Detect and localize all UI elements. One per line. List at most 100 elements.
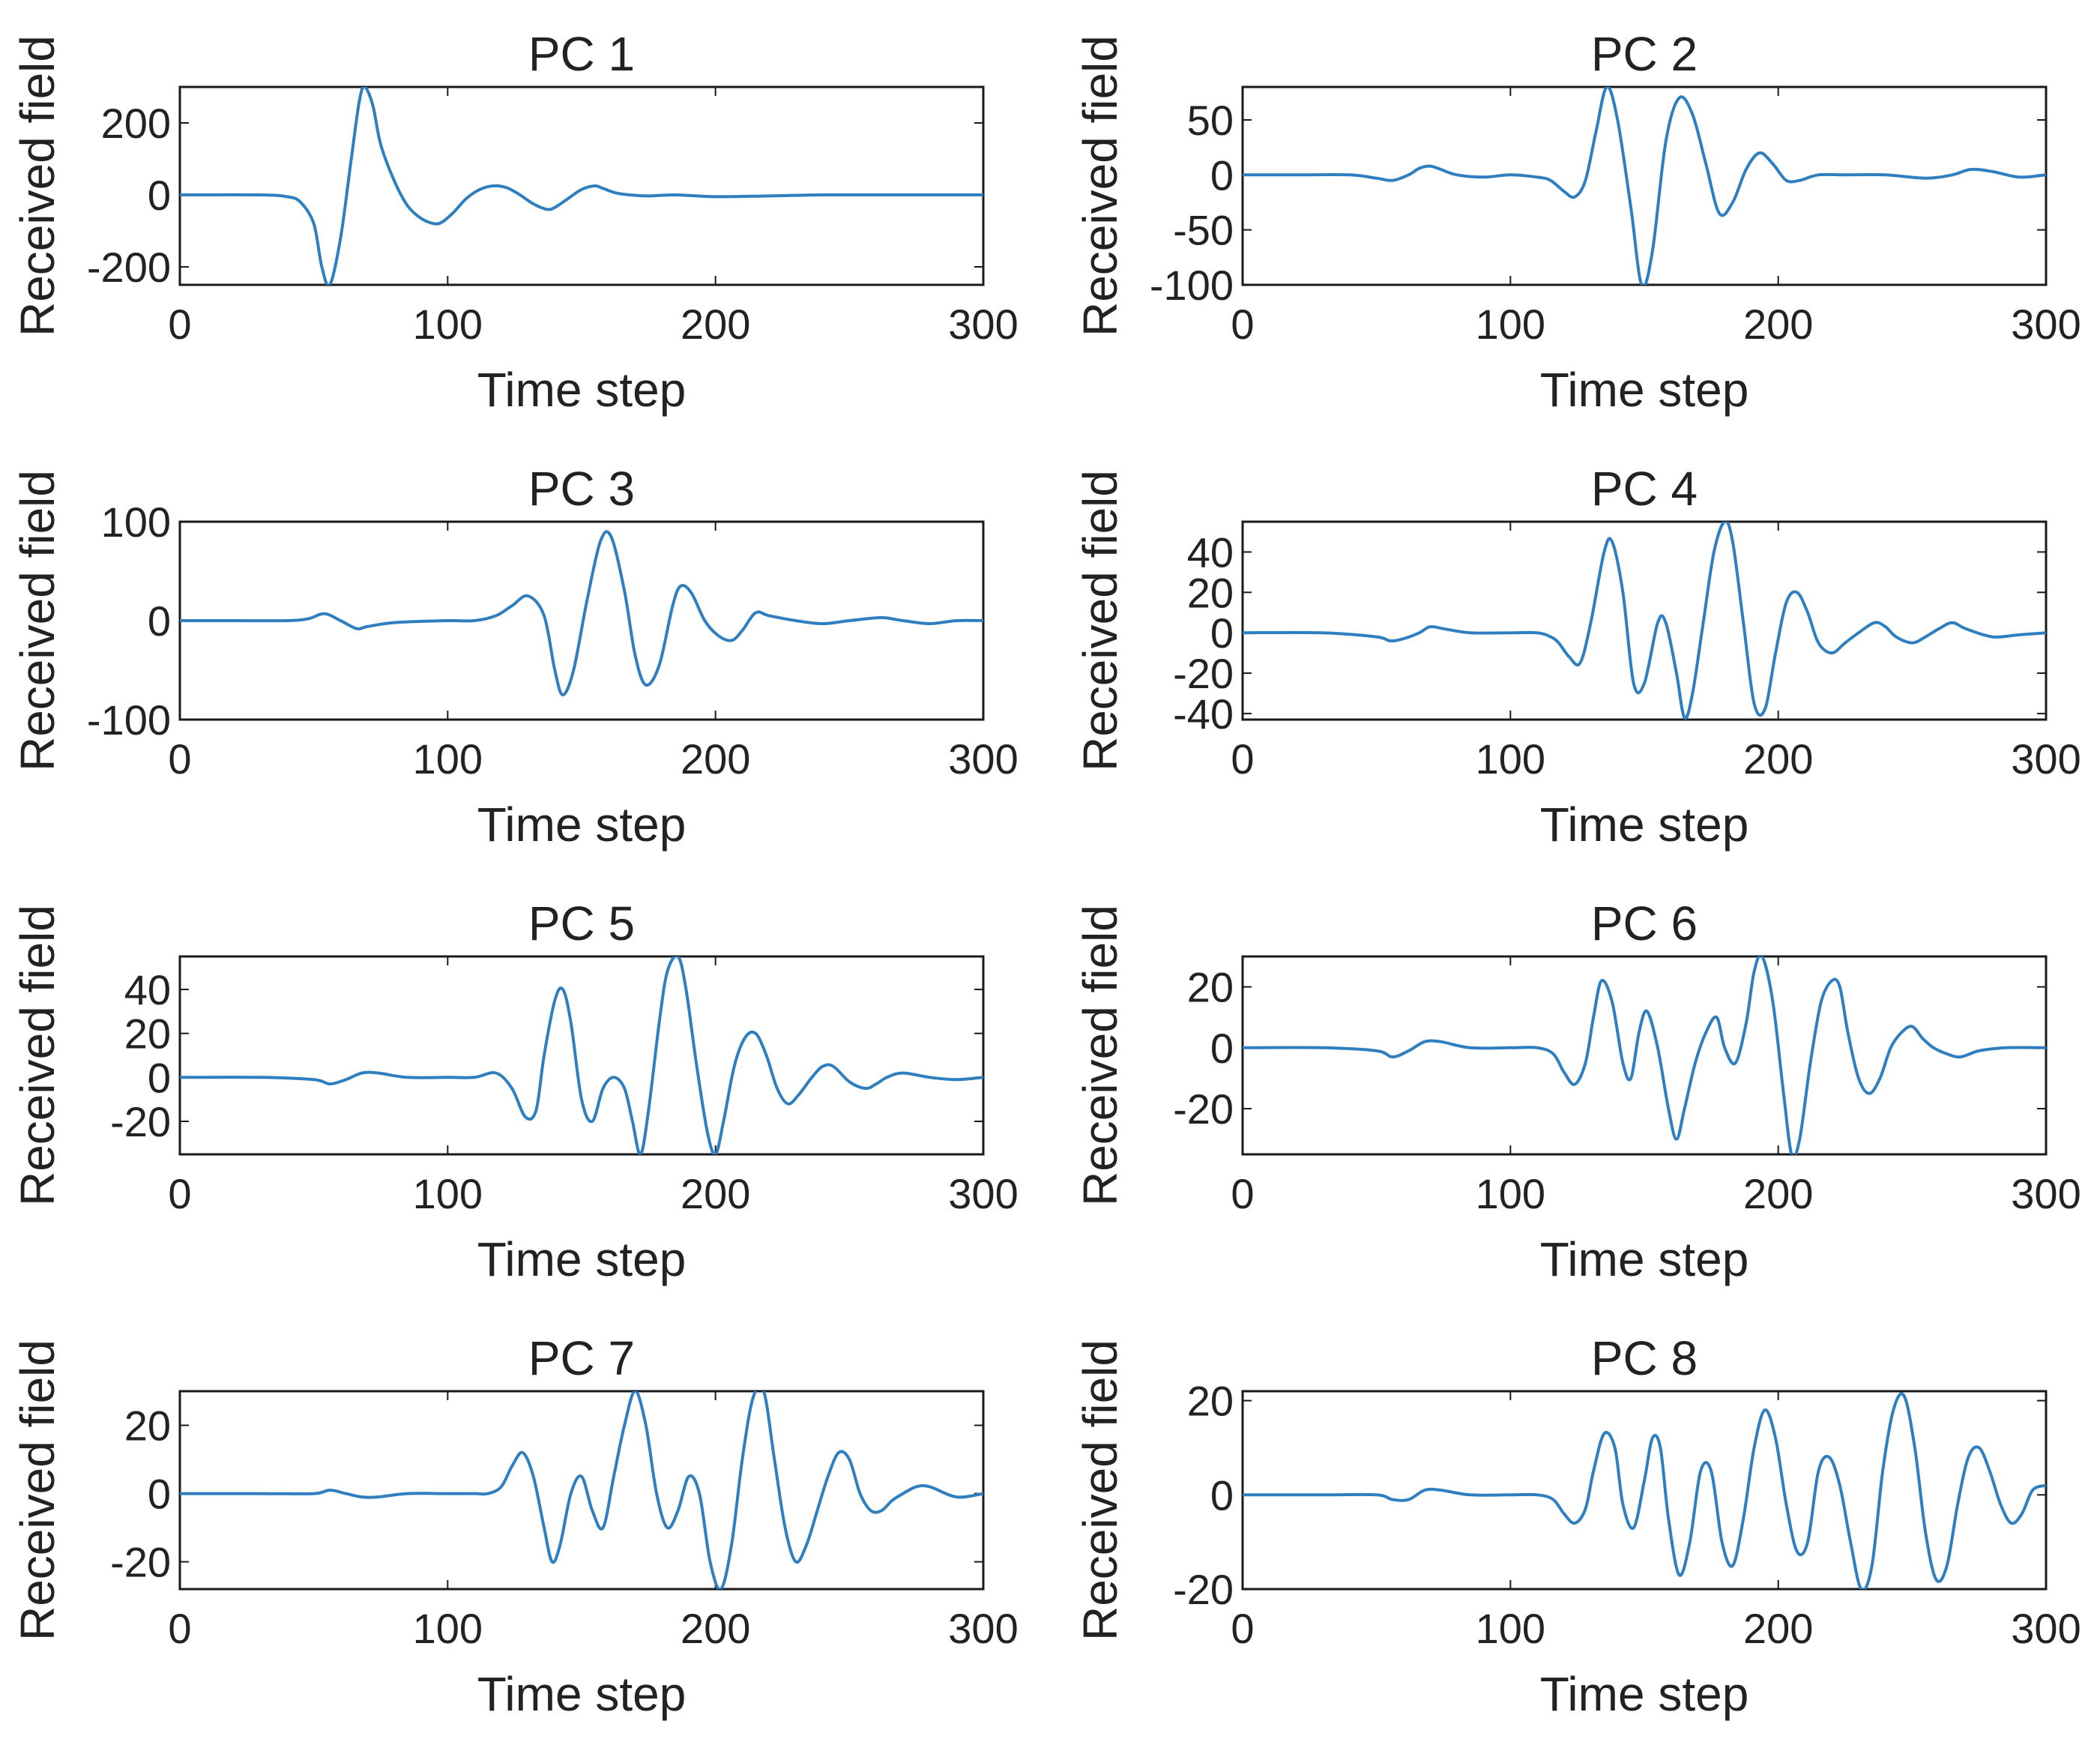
chart-5-xtick-label: 100 bbox=[413, 1170, 483, 1217]
chart-8-ytick-label: 0 bbox=[1210, 1471, 1234, 1519]
chart-7-axes-box bbox=[178, 1390, 985, 1591]
chart-5-ytick-label: -20 bbox=[110, 1098, 171, 1145]
chart-6-xtick-label: 300 bbox=[2011, 1170, 2081, 1217]
chart-8-xtick-label: 200 bbox=[1743, 1605, 1813, 1652]
chart-6-ylabel: Received field bbox=[1073, 905, 1127, 1206]
chart-8-series-line bbox=[1243, 1392, 2046, 1589]
chart-6-ytick-label: -20 bbox=[1173, 1085, 1234, 1133]
chart-5-xtick-label: 200 bbox=[681, 1170, 750, 1217]
chart-2-series-line bbox=[1243, 87, 2046, 285]
chart-3-title: PC 3 bbox=[528, 462, 635, 516]
chart-8-title: PC 8 bbox=[1591, 1331, 1698, 1385]
chart-1-axes-box bbox=[178, 85, 985, 286]
chart-1: PC 1 0 100 200 300 -200 0 200 Time step Received … bbox=[10, 27, 1019, 417]
chart-2-ytick-label: 50 bbox=[1187, 97, 1234, 144]
chart-2-title: PC 2 bbox=[1591, 27, 1698, 81]
chart-8-xtick-label: 300 bbox=[2011, 1605, 2081, 1652]
chart-7-xtick-label: 200 bbox=[681, 1605, 750, 1652]
chart-5-axes-box bbox=[178, 955, 985, 1156]
chart-1-xtick-label: 300 bbox=[948, 301, 1018, 348]
chart-3-xlabel: Time step bbox=[477, 798, 687, 852]
chart-4-axes-box bbox=[1241, 520, 2048, 721]
chart-2-xtick-label: 300 bbox=[2011, 301, 2081, 348]
chart-7-xlabel: Time step bbox=[477, 1667, 687, 1721]
chart-5-xtick-label: 300 bbox=[948, 1170, 1018, 1217]
chart-4-ylabel: Received field bbox=[1073, 470, 1127, 771]
chart-2-ytick-label: 0 bbox=[1210, 151, 1234, 199]
chart-7-xtick-label: 0 bbox=[168, 1605, 191, 1652]
chart-5-ylabel: Received field bbox=[10, 905, 64, 1206]
chart-4-ytick-label: -20 bbox=[1173, 650, 1234, 697]
chart-6-xtick-label: 200 bbox=[1743, 1170, 1813, 1217]
chart-4-ytick-label: 40 bbox=[1187, 528, 1234, 576]
chart-8-xlabel: Time step bbox=[1540, 1667, 1749, 1721]
chart-3-xtick-label: 100 bbox=[413, 735, 483, 783]
chart-1-series-line bbox=[180, 87, 983, 285]
chart-5-series-line bbox=[180, 956, 983, 1154]
chart-4-title: PC 4 bbox=[1591, 462, 1698, 516]
chart-7-ytick-label: 20 bbox=[124, 1402, 171, 1450]
chart-3-xtick-label: 200 bbox=[681, 735, 750, 783]
chart-1-ytick-label: -200 bbox=[87, 244, 171, 291]
chart-6-title: PC 6 bbox=[1591, 896, 1698, 950]
chart-6-xlabel: Time step bbox=[1540, 1232, 1749, 1286]
chart-1-xtick-label: 100 bbox=[413, 301, 483, 348]
chart-8-ytick-label: -20 bbox=[1173, 1566, 1234, 1613]
chart-4-ytick-label: -40 bbox=[1173, 690, 1234, 738]
chart-4-xtick-label: 200 bbox=[1743, 735, 1813, 783]
chart-8-ytick-label: 20 bbox=[1187, 1378, 1234, 1425]
chart-7: PC 7 0 100 200 300 -20 0 20 Time step Received fi… bbox=[10, 1331, 1019, 1721]
chart-5-ytick-label: 20 bbox=[124, 1010, 171, 1058]
chart-3-ytick-label: 100 bbox=[101, 498, 171, 546]
chart-1-ytick-label: 0 bbox=[148, 172, 171, 219]
chart-1-xtick-label: 0 bbox=[168, 301, 191, 348]
chart-5-xtick-label: 0 bbox=[168, 1170, 191, 1217]
chart-1-xtick-label: 200 bbox=[681, 301, 750, 348]
chart-2-xlabel: Time step bbox=[1540, 363, 1749, 417]
chart-8-ylabel: Received field bbox=[1073, 1339, 1127, 1641]
chart-3-xtick-label: 300 bbox=[948, 735, 1018, 783]
chart-4-xtick-label: 100 bbox=[1476, 735, 1545, 783]
chart-5-ytick-label: 0 bbox=[148, 1054, 171, 1101]
chart-2: PC 2 0 100 200 300 -100 -50 0 50 Time step Receive… bbox=[1073, 27, 2081, 417]
chart-7-ytick-label: 0 bbox=[148, 1471, 171, 1518]
chart-6-xtick-label: 0 bbox=[1231, 1170, 1254, 1217]
chart-7-ytick-label: -20 bbox=[110, 1539, 171, 1586]
chart-7-ylabel: Received field bbox=[10, 1339, 64, 1641]
chart-7-xtick-label: 100 bbox=[413, 1605, 483, 1652]
chart-3-ylabel: Received field bbox=[10, 470, 64, 771]
chart-1-title: PC 1 bbox=[528, 27, 635, 81]
chart-4-xlabel: Time step bbox=[1540, 798, 1749, 852]
chart-1-ytick-label: 200 bbox=[101, 100, 171, 147]
chart-2-xtick-label: 0 bbox=[1231, 301, 1254, 348]
chart-4-xtick-label: 0 bbox=[1231, 735, 1254, 783]
chart-6-xtick-label: 100 bbox=[1476, 1170, 1545, 1217]
chart-3-ytick-label: 0 bbox=[148, 597, 171, 645]
chart-2-xtick-label: 200 bbox=[1743, 301, 1813, 348]
chart-4-ytick-label: 20 bbox=[1187, 569, 1234, 616]
chart-7-xtick-label: 300 bbox=[948, 1605, 1018, 1652]
chart-7-title: PC 7 bbox=[528, 1331, 635, 1385]
chart-2-xtick-label: 100 bbox=[1476, 301, 1545, 348]
chart-4-series-line bbox=[1243, 522, 2046, 720]
chart-4-xtick-label: 300 bbox=[2011, 735, 2081, 783]
chart-2-ylabel: Received field bbox=[1073, 35, 1127, 337]
chart-8-axes-box bbox=[1241, 1390, 2048, 1591]
chart-5-ytick-label: 40 bbox=[124, 966, 171, 1013]
chart-1-ylabel: Received field bbox=[10, 35, 64, 337]
chart-6-series-line bbox=[1243, 956, 2046, 1154]
chart-3-series-line bbox=[180, 530, 983, 696]
chart-3-ytick-label: -100 bbox=[87, 696, 171, 744]
chart-5-title: PC 5 bbox=[528, 896, 635, 950]
chart-6: PC 6 0 100 200 300 -20 0 20 Time step Received fi… bbox=[1073, 896, 2081, 1286]
chart-5-xlabel: Time step bbox=[477, 1232, 687, 1286]
chart-4-ytick-label: 0 bbox=[1210, 609, 1234, 657]
chart-7-series-line bbox=[180, 1391, 983, 1589]
chart-8-xtick-label: 0 bbox=[1231, 1605, 1254, 1652]
chart-1-xlabel: Time step bbox=[477, 363, 687, 417]
